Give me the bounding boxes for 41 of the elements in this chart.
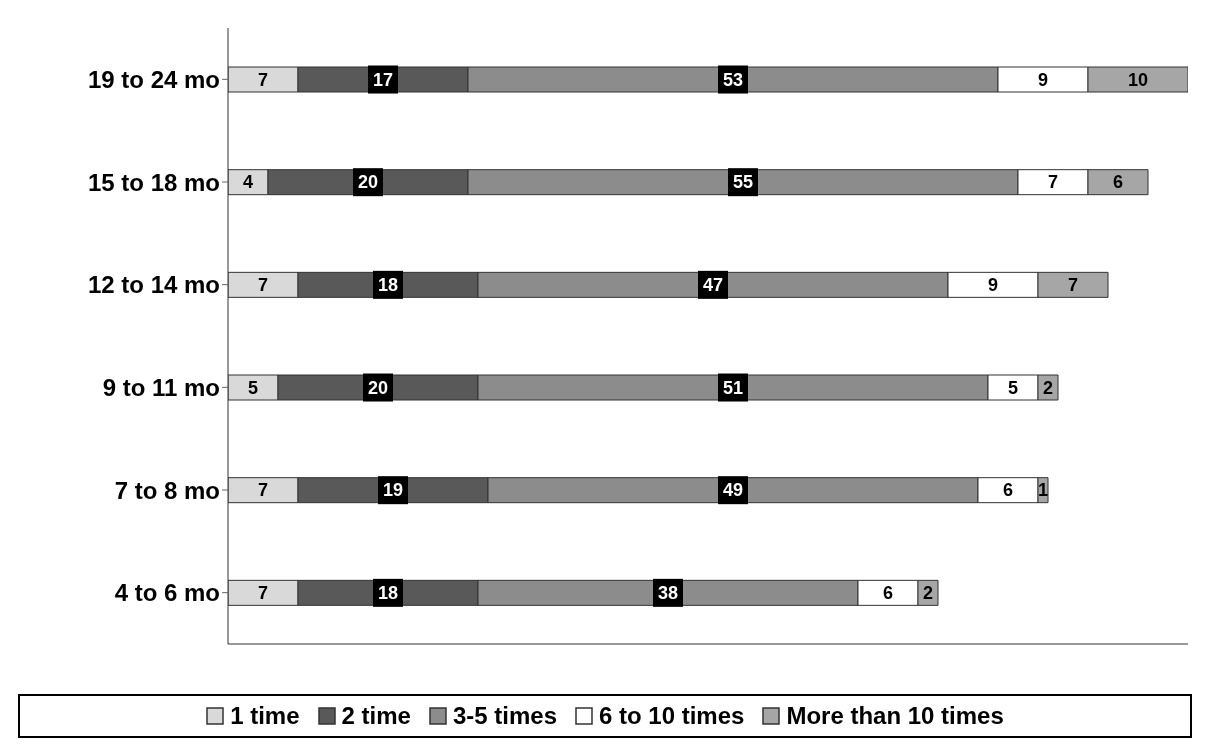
y-tick-label: 19 to 24 mo bbox=[87, 65, 220, 93]
data-label: 18 bbox=[377, 274, 399, 295]
data-label: 19 bbox=[382, 480, 404, 501]
data-label: 51 bbox=[722, 377, 744, 398]
data-label: 7 bbox=[257, 480, 269, 501]
data-label: 55 bbox=[732, 172, 754, 193]
data-label: 2 bbox=[1042, 377, 1054, 398]
data-label: 17 bbox=[372, 69, 394, 90]
data-label: 7 bbox=[1067, 274, 1079, 295]
data-label: 7 bbox=[1047, 172, 1059, 193]
y-tick-label: 7 to 8 mo bbox=[114, 476, 220, 504]
data-label: 1 bbox=[1037, 480, 1049, 501]
data-label: 20 bbox=[357, 172, 379, 193]
data-label: 20 bbox=[367, 377, 389, 398]
data-label: 47 bbox=[702, 274, 724, 295]
data-label: 7 bbox=[257, 582, 269, 603]
data-label: 9 bbox=[1037, 69, 1049, 90]
data-label: 6 bbox=[882, 582, 894, 603]
data-label: 7 bbox=[257, 69, 269, 90]
data-label: 49 bbox=[722, 480, 744, 501]
data-label: 2 bbox=[922, 582, 934, 603]
legend-label: 3-5 times bbox=[452, 702, 557, 730]
data-label: 9 bbox=[987, 274, 999, 295]
legend-label: More than 10 times bbox=[786, 702, 1004, 730]
legend-label: 2 time bbox=[341, 702, 411, 730]
data-label: 6 bbox=[1112, 172, 1124, 193]
data-label: 4 bbox=[242, 172, 254, 193]
y-tick-label: 9 to 11 mo bbox=[102, 373, 220, 401]
legend-label: 6 to 10 times bbox=[599, 702, 745, 730]
data-label: 38 bbox=[657, 582, 679, 603]
data-label: 10 bbox=[1127, 69, 1149, 90]
data-label: 7 bbox=[257, 274, 269, 295]
data-label: 18 bbox=[377, 582, 399, 603]
data-label: 6 bbox=[1002, 480, 1014, 501]
y-tick-label: 15 to 18 mo bbox=[87, 168, 220, 196]
data-label: 5 bbox=[1007, 377, 1019, 398]
legend-label: 1 time bbox=[230, 702, 300, 730]
y-tick-label: 4 to 6 mo bbox=[114, 579, 220, 607]
data-label: 5 bbox=[247, 377, 259, 398]
data-label: 53 bbox=[722, 69, 744, 90]
y-tick-label: 12 to 14 mo bbox=[87, 271, 220, 299]
